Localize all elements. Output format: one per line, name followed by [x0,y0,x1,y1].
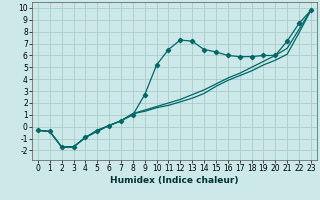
X-axis label: Humidex (Indice chaleur): Humidex (Indice chaleur) [110,176,239,185]
